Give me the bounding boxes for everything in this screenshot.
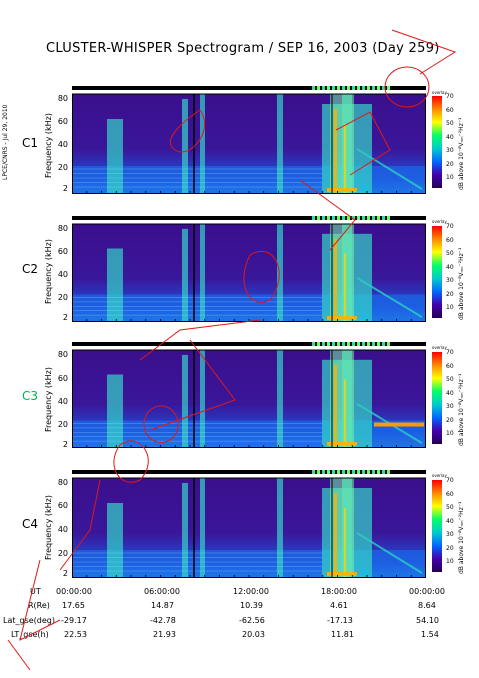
cbar-top-label-c1: overlay — [432, 90, 447, 95]
time-tick-1: 06:00:00 — [144, 587, 180, 596]
time-tick-0: 00:00:00 — [56, 587, 92, 596]
ephemeris-label-r: R(Re) — [28, 601, 50, 610]
colorbar-tick-c4-60: 60 — [446, 490, 454, 498]
cbar-top-label-c3: overlay — [432, 345, 447, 350]
ephemeris-label-lt: LT_gse(h) — [11, 630, 49, 639]
ytick-c4-60: 60 — [57, 501, 68, 510]
colorbar-tick-c2-20: 20 — [446, 290, 454, 298]
colorbar-tick-c2-10: 10 — [446, 304, 454, 311]
ephemeris-r-1: 14.87 — [151, 601, 174, 610]
colorbar-tick-c1-40: 40 — [446, 133, 454, 141]
ephemeris-r-0: 17.65 — [62, 601, 85, 610]
ytick-c3-20: 20 — [57, 420, 68, 429]
colorbar-tick-c3-60: 60 — [446, 362, 454, 370]
ytick-c1-2: 2 — [62, 184, 68, 193]
ytick-c2-80: 80 — [57, 224, 68, 233]
ephemeris-r-2: 10.39 — [240, 601, 263, 610]
ephemeris-lat-2: -62.56 — [239, 616, 265, 625]
page-title: CLUSTER-WHISPER Spectrogram / SEP 16, 20… — [46, 41, 440, 56]
colorbar-c4 — [432, 480, 442, 572]
ephemeris-lt-1: 21.93 — [153, 630, 176, 639]
spectrogram-c1 — [72, 86, 426, 194]
ephemeris-r-4: 8.64 — [418, 601, 436, 610]
time-tick-2: 12:00:00 — [233, 587, 269, 596]
ephemeris-lat-3: -17.13 — [327, 616, 353, 625]
colorbar-tick-c4-70: 70 — [446, 477, 454, 484]
colorbar-label-c3: dB above 10⁻⁸Vₘₙ⁻²Hz⁻¹ — [458, 373, 465, 446]
ytick-c2-2: 2 — [62, 313, 68, 322]
colorbar-tick-c3-30: 30 — [446, 403, 454, 410]
ephemeris-lt-0: 22.53 — [64, 630, 87, 639]
ytick-c2-60: 60 — [57, 247, 68, 256]
ytick-c4-20: 20 — [57, 549, 68, 558]
ytick-c1-20: 20 — [57, 163, 68, 172]
colorbar-tick-c3-10: 10 — [446, 430, 454, 437]
colorbar-tick-c4-30: 30 — [446, 531, 454, 538]
cbar-top-label-c2: overlay — [432, 219, 447, 224]
colorbar-tick-c1-20: 20 — [446, 160, 454, 168]
cbar-top-label-c4: overlay — [432, 473, 447, 478]
colorbar-c3 — [432, 352, 442, 444]
ytick-c3-60: 60 — [57, 374, 68, 383]
colorbar-tick-c3-40: 40 — [446, 389, 454, 397]
ephemeris-lt-3: 11.81 — [331, 630, 354, 639]
time-tick-3: 18:00:00 — [321, 587, 357, 596]
colorbar-tick-c2-50: 50 — [446, 250, 454, 257]
colorbar-tick-c3-50: 50 — [446, 376, 454, 383]
colorbar-tick-c3-70: 70 — [446, 349, 454, 356]
colorbar-label-c2: dB above 10⁻⁸Vₘₙ⁻²Hz⁻¹ — [458, 247, 465, 320]
spectrogram-c4 — [72, 470, 426, 578]
panel-label-c1: C1 — [22, 136, 39, 150]
ytick-c4-80: 80 — [57, 478, 68, 487]
ytick-c1-40: 40 — [57, 140, 68, 149]
panel-label-c3: C3 — [22, 389, 39, 403]
colorbar-tick-c4-50: 50 — [446, 504, 454, 511]
colorbar-tick-c1-50: 50 — [446, 120, 454, 127]
colorbar-tick-c3-20: 20 — [446, 416, 454, 424]
panel-label-c4: C4 — [22, 517, 39, 531]
ytick-c3-2: 2 — [62, 440, 68, 449]
spectrogram-c3 — [72, 342, 426, 448]
colorbar-tick-c1-30: 30 — [446, 147, 454, 154]
colorbar-tick-c4-10: 10 — [446, 558, 454, 565]
ytick-c2-20: 20 — [57, 293, 68, 302]
colorbar-tick-c4-40: 40 — [446, 517, 454, 525]
ephemeris-lt-2: 20.03 — [242, 630, 265, 639]
ytick-c1-60: 60 — [57, 117, 68, 126]
ephemeris-lat-4: 54.10 — [416, 616, 439, 625]
ytick-c4-40: 40 — [57, 525, 68, 534]
colorbar-tick-c4-20: 20 — [446, 544, 454, 552]
colorbar-tick-c2-60: 60 — [446, 236, 454, 244]
ytick-c2-40: 40 — [57, 270, 68, 279]
ephemeris-label-lat: Lat_gse(deg) — [3, 616, 55, 625]
ytick-c4-2: 2 — [62, 569, 68, 578]
colorbar-label-c4: dB above 10⁻⁸Vₘₙ⁻²Hz⁻¹ — [458, 501, 465, 574]
side-stamp: LPCE/CNRS - Jul 29, 2010 — [2, 104, 9, 180]
ephemeris-lat-0: -29.17 — [61, 616, 87, 625]
colorbar-tick-c2-40: 40 — [446, 263, 454, 271]
colorbar-c1 — [432, 96, 442, 188]
ytick-c1-80: 80 — [57, 94, 68, 103]
ephemeris-lt-4: 1.54 — [421, 630, 439, 639]
colorbar-tick-c1-70: 70 — [446, 93, 454, 100]
ephemeris-lat-1: -42.78 — [150, 616, 176, 625]
panel-label-c2: C2 — [22, 262, 39, 276]
ephemeris-r-3: 4.61 — [330, 601, 348, 610]
ytick-c3-80: 80 — [57, 350, 68, 359]
colorbar-tick-c1-60: 60 — [446, 106, 454, 114]
ytick-c3-40: 40 — [57, 397, 68, 406]
colorbar-tick-c1-10: 10 — [446, 174, 454, 181]
ephemeris-label-ut: UT — [30, 587, 41, 596]
time-tick-4: 00:00:00 — [409, 587, 445, 596]
colorbar-tick-c2-30: 30 — [446, 277, 454, 284]
colorbar-tick-c2-70: 70 — [446, 223, 454, 230]
colorbar-label-c1: dB above 10⁻⁸Vₘₙ⁻²Hz⁻¹ — [458, 117, 465, 190]
spectrogram-c2 — [72, 216, 426, 322]
colorbar-c2 — [432, 226, 442, 318]
